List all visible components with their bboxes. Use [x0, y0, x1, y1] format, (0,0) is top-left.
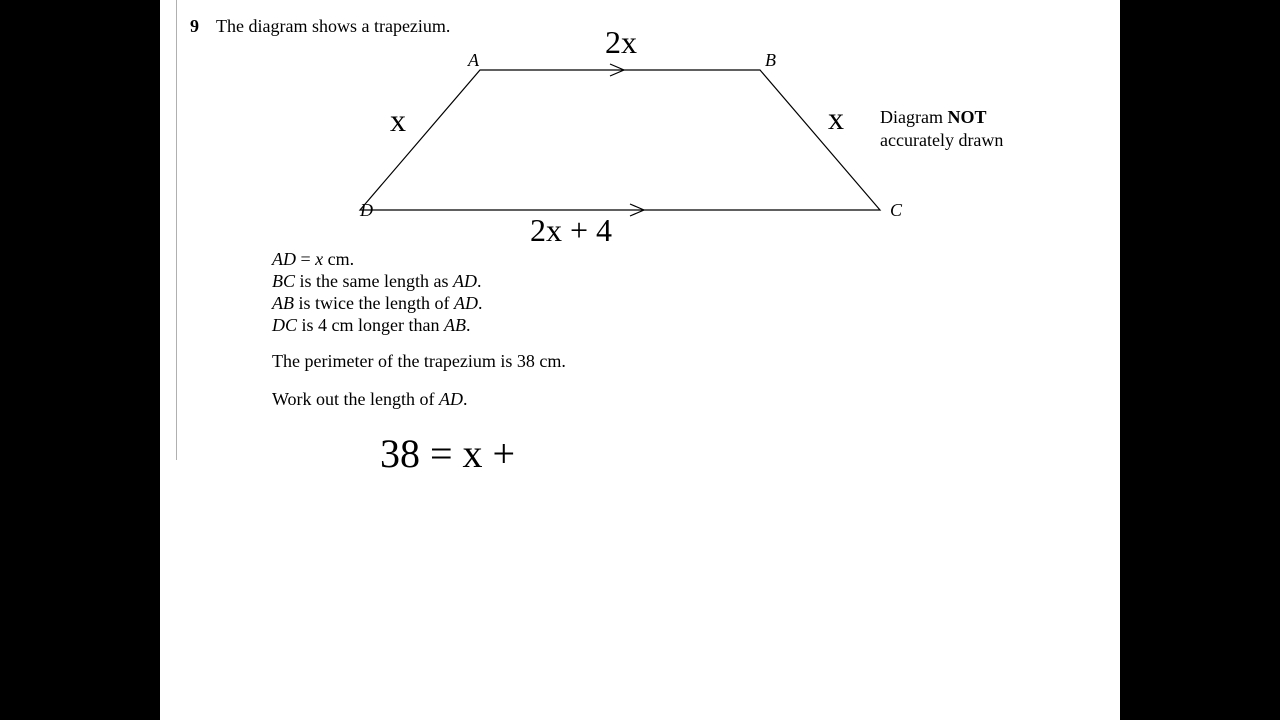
- vertex-b-label: B: [765, 50, 776, 71]
- given-5: The perimeter of the trapezium is 38 cm.: [272, 350, 566, 373]
- given-1: AD = x cm.: [272, 248, 354, 271]
- margin-line: [176, 0, 177, 460]
- vertex-c-label: C: [890, 200, 902, 221]
- given-2: BC is the same length as AD.: [272, 270, 481, 293]
- hand-bottom: 2x + 4: [530, 212, 612, 249]
- hand-equation: 38 = x +: [380, 430, 515, 477]
- note-line2: accurately drawn: [880, 130, 1003, 150]
- question-text: The diagram shows a trapezium.: [216, 16, 450, 37]
- question-number: 9: [190, 16, 199, 37]
- note-bold: NOT: [947, 107, 986, 127]
- hand-right: x: [828, 100, 844, 137]
- hand-left: x: [390, 102, 406, 139]
- given-3: AB is twice the length of AD.: [272, 292, 482, 315]
- given-4: DC is 4 cm longer than AB.: [272, 314, 471, 337]
- note-pre: Diagram: [880, 107, 947, 127]
- vertex-d-label: D: [360, 200, 373, 221]
- page: 9 The diagram shows a trapezium. A B C D…: [160, 0, 1120, 720]
- diagram-note: Diagram NOT accurately drawn: [880, 106, 1003, 153]
- given-6: Work out the length of AD.: [272, 388, 468, 411]
- trapezium-diagram: [340, 50, 900, 230]
- hand-top: 2x: [605, 24, 637, 61]
- vertex-a-label: A: [468, 50, 479, 71]
- trapezium-svg: [340, 50, 900, 230]
